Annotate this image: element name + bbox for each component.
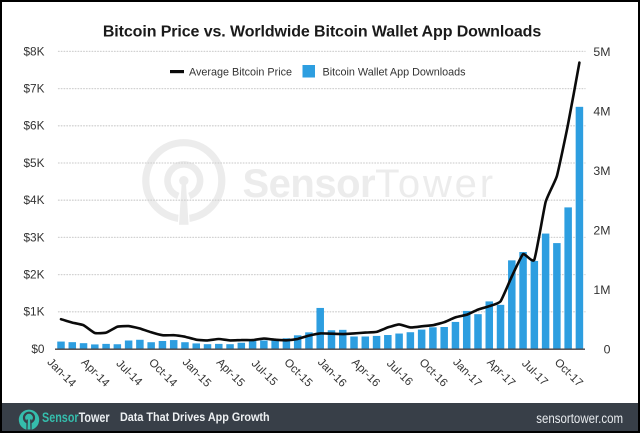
svg-text:0: 0 [604, 342, 611, 356]
svg-text:Jan-15: Jan-15 [180, 356, 213, 389]
svg-text:$3K: $3K [24, 230, 45, 244]
svg-text:Jan-16: Jan-16 [315, 356, 348, 389]
svg-text:3M: 3M [593, 164, 610, 178]
svg-text:Jul-15: Jul-15 [249, 358, 280, 389]
svg-text:Oct-15: Oct-15 [281, 357, 314, 390]
svg-text:1M: 1M [593, 283, 610, 297]
svg-text:5M: 5M [593, 45, 610, 59]
svg-text:Bitcoin Price vs. Worldwide Bi: Bitcoin Price vs. Worldwide Bitcoin Wall… [103, 24, 542, 41]
svg-text:$5K: $5K [24, 156, 45, 170]
svg-text:SensorTower: SensorTower [243, 162, 496, 206]
svg-text:Apr-16: Apr-16 [349, 357, 382, 390]
svg-text:$7K: $7K [24, 82, 45, 96]
svg-text:4M: 4M [593, 104, 610, 118]
svg-text:$4K: $4K [24, 193, 45, 207]
svg-text:Jul-16: Jul-16 [384, 358, 415, 389]
svg-text:Apr-15: Apr-15 [214, 357, 247, 390]
svg-text:Oct-14: Oct-14 [146, 357, 179, 390]
svg-text:Oct-16: Oct-16 [417, 357, 450, 390]
svg-text:$2K: $2K [24, 268, 45, 282]
svg-text:$6K: $6K [24, 119, 45, 133]
svg-text:Apr-17: Apr-17 [484, 357, 517, 390]
svg-text:$1K: $1K [24, 305, 45, 319]
svg-text:Jan-14: Jan-14 [45, 356, 79, 390]
svg-text:Oct-17: Oct-17 [552, 357, 585, 390]
svg-text:Jul-14: Jul-14 [113, 358, 144, 389]
svg-text:$0: $0 [31, 342, 45, 356]
svg-text:2M: 2M [593, 223, 610, 237]
svg-text:Average Bitcoin Price: Average Bitcoin Price [189, 67, 292, 79]
svg-text:Jan-17: Jan-17 [450, 356, 483, 389]
svg-text:Apr-14: Apr-14 [79, 357, 112, 390]
svg-text:Bitcoin Wallet App Downloads: Bitcoin Wallet App Downloads [323, 67, 467, 79]
svg-text:Jul-17: Jul-17 [519, 358, 550, 389]
svg-text:$8K: $8K [24, 44, 45, 58]
